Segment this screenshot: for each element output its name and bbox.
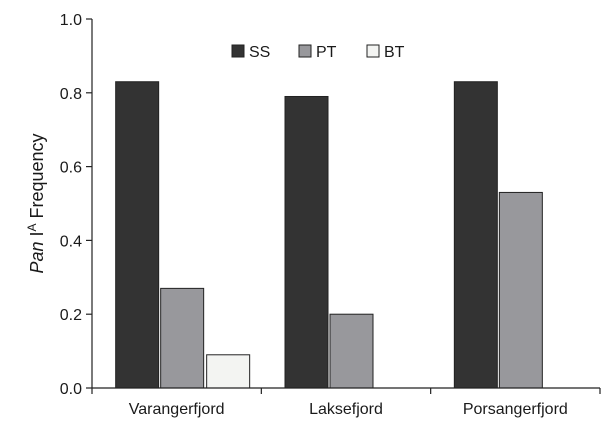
bars (115, 81, 543, 389)
y-axis-label-rest: Frequency (27, 133, 47, 223)
bar-pt-laksefjord (329, 313, 374, 389)
y-tick-label: 0.6 (60, 160, 82, 177)
y-axis-label: Pan IA Frequency (25, 133, 47, 273)
bar-ss-varangerfjord (115, 81, 160, 389)
x-axis: Varangerfjord Laksefjord Porsangerfjord (91, 388, 601, 418)
y-axis-label-roman: I (27, 232, 47, 242)
bar-ss-porsangerfjord (453, 81, 498, 389)
bar-bt-varangerfjord (206, 354, 251, 389)
y-tick-label: 0.2 (60, 307, 82, 324)
legend-swatch-ss (231, 44, 245, 58)
y-tick-label: 1.0 (60, 12, 82, 29)
y-tick-label: 0.4 (60, 233, 82, 250)
legend-swatch-bt (366, 44, 380, 58)
x-category-label: Porsangerfjord (463, 401, 568, 418)
x-category-label: Varangerfjord (129, 401, 225, 418)
legend-label-pt: PT (316, 44, 337, 61)
x-category-label: Laksefjord (309, 401, 383, 418)
y-axis-label-italic: Pan (27, 242, 47, 274)
bar-pt-varangerfjord (160, 287, 205, 389)
y-tick-label: 0.8 (60, 86, 82, 103)
legend: SS PT BT (231, 44, 405, 61)
legend-label-ss: SS (249, 44, 270, 61)
legend-label-bt: BT (384, 44, 405, 61)
y-axis-ticks: 0.0 0.2 0.4 0.6 0.8 1.0 (60, 12, 92, 398)
bar-pt-porsangerfjord (498, 191, 543, 389)
legend-swatch-pt (298, 44, 312, 58)
y-tick-label: 0.0 (60, 381, 82, 398)
bar-ss-laksefjord (284, 95, 329, 389)
y-axis-label-superscript: A (25, 223, 39, 231)
